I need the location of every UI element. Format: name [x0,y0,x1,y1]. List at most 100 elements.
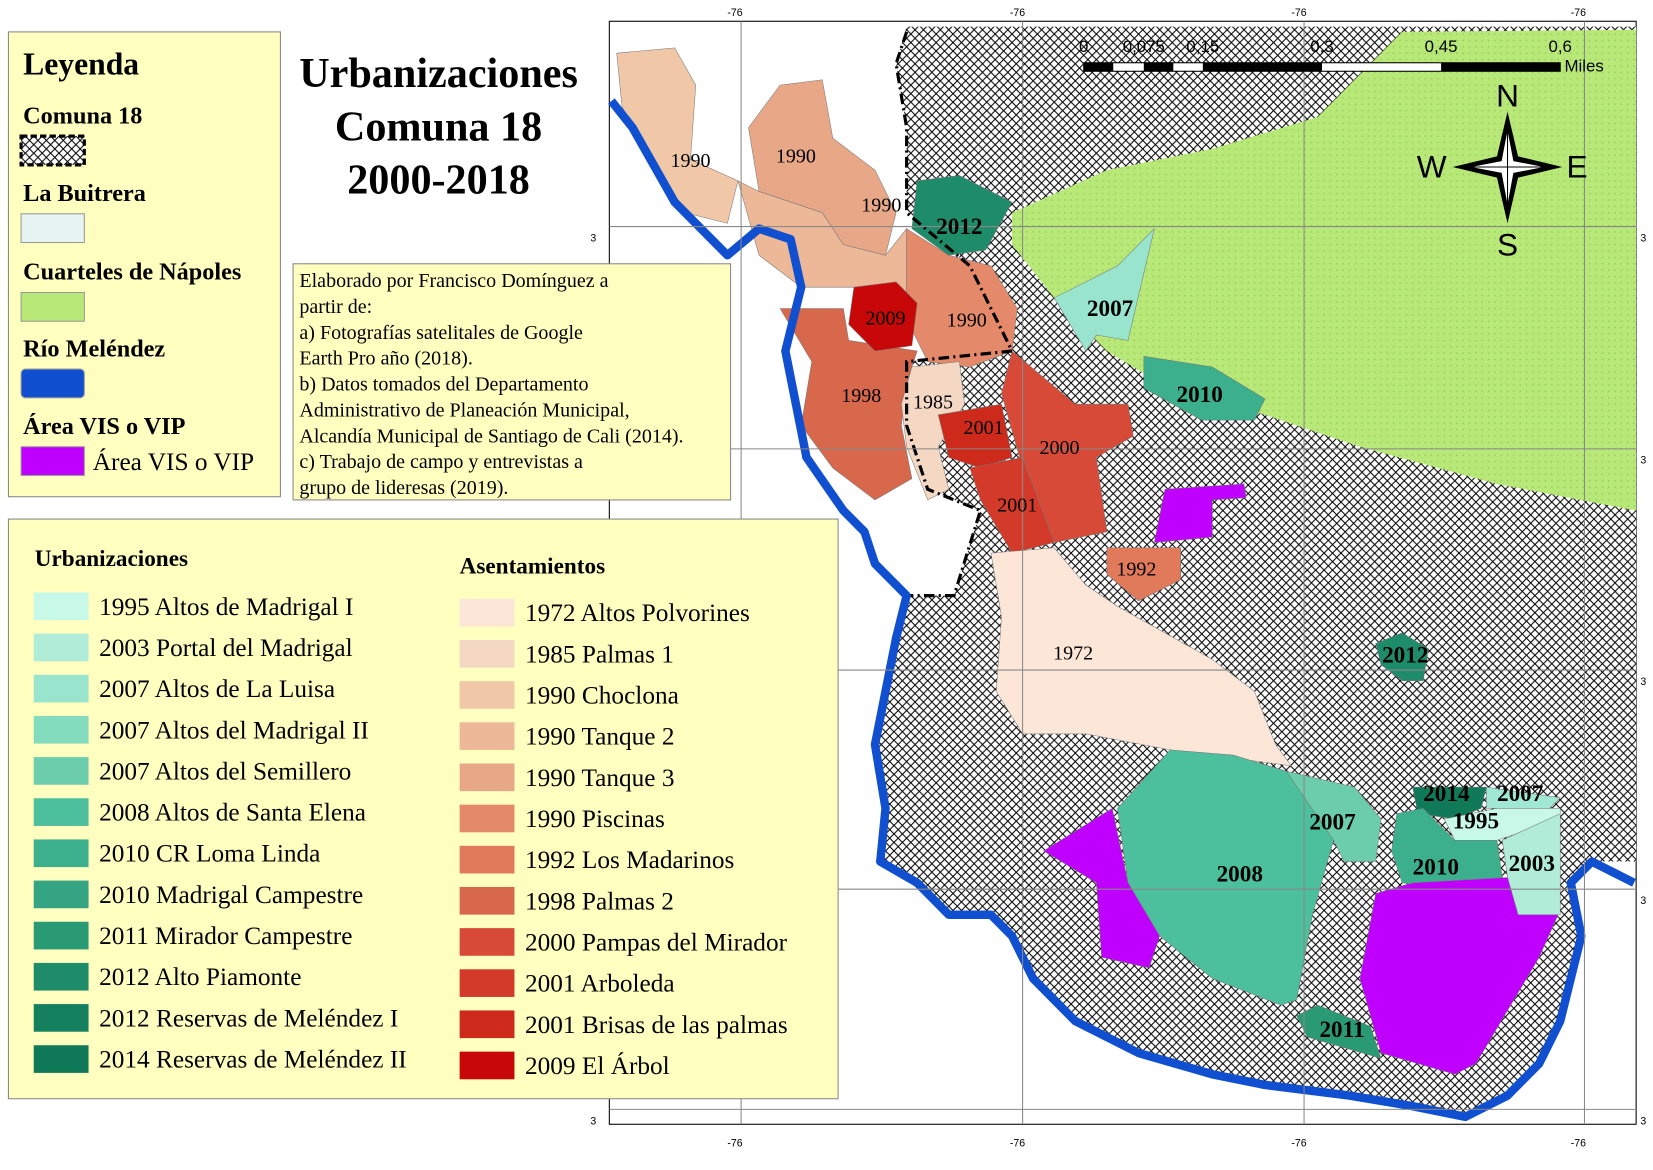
coord-label: -76 [1010,7,1025,19]
class-swatch [33,674,89,703]
note-line: Elaborado por Francisco Domínguez a [299,270,608,292]
title-line: Comuna 18 [335,103,542,150]
map-label: 2001 [964,417,1004,439]
map-area: 1990 1990 1990 2012 2009 1990 1998 1985 2001 2000… [608,20,1637,1125]
area-polygon [990,547,1292,767]
class-swatch [459,886,515,915]
coord-label: 3 [1640,232,1646,244]
map-label: 2014 [1423,781,1470,807]
area-polygon [901,361,965,501]
class-swatch [33,757,89,785]
class-label: 2011 Mirador Campestre [99,922,352,950]
class-swatch [33,839,89,868]
scale-unit: Miles [1564,56,1603,75]
map-label: 1972 [1053,642,1093,664]
legend-label: Área VIS o VIP [23,412,185,440]
class-swatch [459,763,515,792]
coord-label: 3 [1640,895,1646,907]
class-label: 2007 Altos del Semillero [99,757,351,785]
area-polygon [969,457,1055,554]
class-swatch [459,639,515,668]
scale-segment [1441,62,1561,72]
class-label: 1990 Piscinas [525,805,665,833]
classes-box [7,518,839,1100]
class-label: 2001 Brisas de las palmas [525,1011,788,1039]
scale-segment [1202,62,1322,72]
map-label: 1992 [1116,558,1156,580]
legend-label: La Buitrera [23,180,146,207]
class-title: Urbanizaciones [35,546,188,572]
class-label: 1992 Los Madarinos [525,846,734,874]
coord-label: 3 [590,232,596,244]
class-label: 2007 Altos de La Luisa [99,675,335,703]
legend-label: Comuna 18 [23,102,142,129]
class-label: 2012 Alto Piamonte [99,963,301,991]
coord-label: -76 [1571,1138,1586,1150]
class-swatch [459,1010,515,1039]
class-swatch [459,681,515,709]
map-label: 1995 [1453,808,1499,834]
area-polygon [1359,877,1559,1075]
class-swatch [33,921,89,950]
area-polygon [1296,1004,1382,1059]
graticule [609,21,1637,1125]
class-label: 2007 Altos del Madrigal II [99,716,369,744]
class-swatch [33,1004,89,1032]
class-swatch [459,804,515,833]
class-swatch [33,592,89,621]
legend-label: Río Meléndez [23,335,165,362]
legend-label: Cuarteles de Nápoles [23,259,241,286]
river [608,98,1636,1122]
map-label: 2010 [1413,854,1459,880]
map-label: 1990 [670,150,710,172]
legend-swatch [20,213,85,244]
coord-label: -76 [1291,1138,1306,1150]
map-label: 1990 [776,146,816,168]
class-swatch [33,633,89,662]
map-label: 1985 [913,391,953,413]
coord-label: -76 [727,1138,742,1150]
area-polygon [1053,227,1155,352]
class-swatch [459,969,515,997]
class-label: 1990 Tanque 2 [525,723,675,751]
note-box [292,263,732,501]
title-line: 2000-2018 [347,156,530,203]
class-label: 1995 Altos de Madrigal I [99,593,353,621]
class-swatch [459,1051,515,1080]
comuna-boundary [894,31,1015,598]
map-label: 2007 [1087,296,1134,322]
class-label: 2009 El Árbol [525,1052,670,1080]
map-label: 2012 [936,214,982,240]
legend-swatch [20,291,85,322]
coord-label: -76 [1010,1138,1025,1150]
area-polygon [1285,770,1382,862]
class-label: 1972 Altos Polvorines [525,599,750,627]
area-polygon [1391,808,1503,889]
class-swatch [33,880,89,909]
title-line: Urbanizaciones [299,50,578,97]
area-polygon [911,175,1013,256]
coord-label: -76 [727,7,742,19]
class-swatch [459,845,515,874]
class-label: 2001 Arboleda [525,970,675,998]
scale-label: 0,45 [1425,37,1458,56]
map-label: 2003 [1509,851,1555,877]
scale-label: 0 [1079,37,1088,56]
map-label: 1998 [841,385,881,407]
class-swatch [459,722,515,750]
legend-box [7,31,281,498]
area-polygon [1106,547,1181,602]
area-polygon [1375,632,1429,681]
note-line: a) Fotografías satelitales de Google [299,322,583,344]
class-swatch [459,598,515,627]
coord-label: 3 [1640,676,1646,688]
note-line: c) Trabajo de campo y entrevistas a [299,451,583,473]
scale-label: 0,6 [1549,37,1572,56]
class-label: 2010 Madrigal Campestre [99,881,363,909]
map-label: 2000 [1039,437,1079,459]
class-label: 2010 CR Loma Linda [99,840,320,868]
scale-segment [1143,62,1174,72]
compass: N S W E [1417,77,1588,262]
map-label: 1990 [861,195,901,217]
